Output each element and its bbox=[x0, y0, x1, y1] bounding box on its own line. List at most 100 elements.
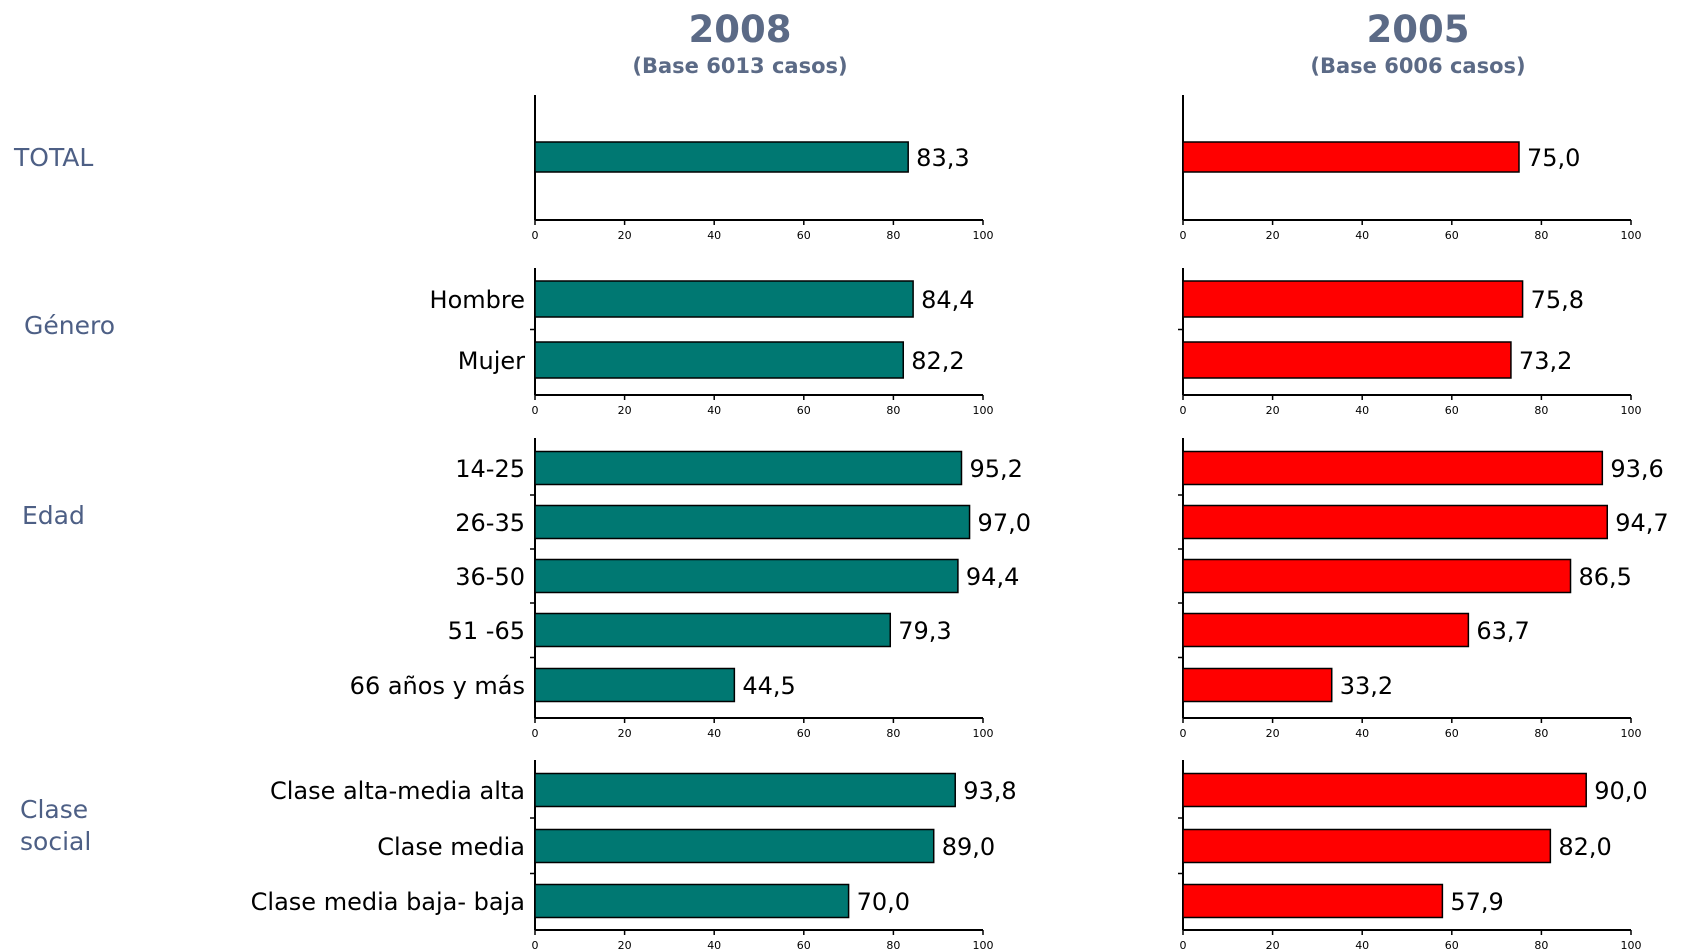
bar-value-label: 86,5 bbox=[1579, 563, 1632, 591]
bar bbox=[1182, 280, 1524, 318]
x-tick-label: 60 bbox=[1445, 229, 1459, 242]
bar-value-label: 79,3 bbox=[898, 617, 951, 645]
x-tick-label: 60 bbox=[797, 727, 811, 740]
bar bbox=[1182, 883, 1444, 919]
x-tick-label: 40 bbox=[1355, 727, 1369, 740]
x-tick-label: 80 bbox=[1534, 404, 1548, 417]
panel-year-title: 2008 bbox=[689, 8, 792, 51]
x-tick-label: 40 bbox=[1355, 404, 1369, 417]
bar bbox=[534, 558, 959, 594]
x-tick-label: 100 bbox=[973, 404, 994, 417]
bar bbox=[534, 141, 909, 173]
x-tick-label: 100 bbox=[1621, 229, 1642, 242]
x-tick-label: 0 bbox=[532, 404, 539, 417]
bar bbox=[1182, 450, 1604, 486]
x-tick-label: 100 bbox=[1621, 727, 1642, 740]
bar-value-label: 73,2 bbox=[1519, 347, 1572, 375]
bar-value-label: 93,8 bbox=[963, 777, 1016, 805]
x-tick-label: 60 bbox=[797, 404, 811, 417]
bar bbox=[534, 341, 905, 379]
bar-value-label: 94,7 bbox=[1615, 509, 1668, 537]
x-tick-label: 20 bbox=[618, 404, 632, 417]
x-tick-label: 0 bbox=[532, 229, 539, 242]
category-label: Mujer bbox=[458, 347, 525, 375]
category-label: 36-50 bbox=[455, 563, 525, 591]
bar-value-label: 44,5 bbox=[742, 672, 795, 700]
x-tick-label: 80 bbox=[1534, 229, 1548, 242]
group-label: Género bbox=[24, 311, 115, 340]
x-tick-label: 40 bbox=[707, 229, 721, 242]
x-tick-label: 20 bbox=[1266, 229, 1280, 242]
bar bbox=[534, 450, 963, 486]
bar bbox=[534, 772, 956, 808]
x-tick-label: 100 bbox=[973, 229, 994, 242]
bar-value-label: 82,2 bbox=[911, 347, 964, 375]
x-tick-label: 80 bbox=[886, 727, 900, 740]
panel-year-title: 2005 bbox=[1367, 8, 1470, 51]
bar-value-label: 94,4 bbox=[966, 563, 1019, 591]
category-label: Hombre bbox=[430, 286, 525, 314]
group-label: Edad bbox=[22, 501, 85, 530]
x-tick-label: 40 bbox=[707, 727, 721, 740]
x-tick-label: 0 bbox=[1180, 229, 1187, 242]
bar bbox=[1182, 667, 1333, 703]
x-tick-label: 80 bbox=[1534, 727, 1548, 740]
bar bbox=[1182, 828, 1552, 864]
bar-value-label: 90,0 bbox=[1594, 777, 1647, 805]
bar bbox=[534, 883, 850, 919]
category-label: 66 años y más bbox=[350, 672, 525, 700]
x-tick-label: 60 bbox=[797, 229, 811, 242]
x-tick-label: 0 bbox=[532, 727, 539, 740]
x-tick-label: 40 bbox=[707, 404, 721, 417]
x-tick-label: 0 bbox=[1180, 727, 1187, 740]
x-tick-label: 60 bbox=[1445, 404, 1459, 417]
bar-value-label: 84,4 bbox=[921, 286, 974, 314]
x-tick-label: 100 bbox=[1621, 404, 1642, 417]
x-tick-label: 20 bbox=[618, 939, 632, 952]
x-tick-label: 40 bbox=[1355, 939, 1369, 952]
bar-value-label: 82,0 bbox=[1558, 833, 1611, 861]
bar-value-label: 83,3 bbox=[916, 144, 969, 172]
bar-value-label: 97,0 bbox=[978, 509, 1031, 537]
x-tick-label: 20 bbox=[1266, 939, 1280, 952]
x-tick-label: 100 bbox=[973, 939, 994, 952]
bar-value-label: 33,2 bbox=[1340, 672, 1393, 700]
bar-value-label: 63,7 bbox=[1476, 617, 1529, 645]
bar bbox=[1182, 558, 1572, 594]
x-tick-label: 80 bbox=[1534, 939, 1548, 952]
x-tick-label: 0 bbox=[1180, 939, 1187, 952]
bar bbox=[1182, 341, 1512, 379]
bar-value-label: 70,0 bbox=[857, 888, 910, 916]
bar bbox=[1182, 504, 1609, 540]
panel-base-subtitle: (Base 6006 casos) bbox=[1310, 54, 1525, 78]
category-label: 51 -65 bbox=[448, 617, 525, 645]
bar bbox=[534, 667, 736, 703]
category-label: 26-35 bbox=[455, 509, 525, 537]
x-tick-label: 80 bbox=[886, 404, 900, 417]
panel-base-subtitle: (Base 6013 casos) bbox=[632, 54, 847, 78]
x-tick-label: 0 bbox=[532, 939, 539, 952]
x-tick-label: 60 bbox=[1445, 939, 1459, 952]
category-label: Clase media bbox=[377, 833, 525, 861]
bar-value-label: 75,8 bbox=[1531, 286, 1584, 314]
category-label: Clase media baja- baja bbox=[251, 888, 525, 916]
group-label: TOTAL bbox=[13, 143, 93, 172]
bar bbox=[534, 828, 935, 864]
bar-value-label: 89,0 bbox=[942, 833, 995, 861]
bar-value-label: 57,9 bbox=[1450, 888, 1503, 916]
x-tick-label: 100 bbox=[973, 727, 994, 740]
bar bbox=[1182, 612, 1470, 648]
group-label: Clase bbox=[20, 795, 88, 824]
x-tick-label: 40 bbox=[1355, 229, 1369, 242]
bar-value-label: 95,2 bbox=[969, 455, 1022, 483]
x-tick-label: 80 bbox=[886, 939, 900, 952]
x-tick-label: 100 bbox=[1621, 939, 1642, 952]
x-tick-label: 20 bbox=[1266, 404, 1280, 417]
category-label: 14-25 bbox=[455, 455, 525, 483]
bar bbox=[534, 280, 914, 318]
x-tick-label: 60 bbox=[1445, 727, 1459, 740]
group-label: social bbox=[20, 827, 91, 856]
x-tick-label: 20 bbox=[1266, 727, 1280, 740]
category-label: Clase alta-media alta bbox=[270, 777, 525, 805]
